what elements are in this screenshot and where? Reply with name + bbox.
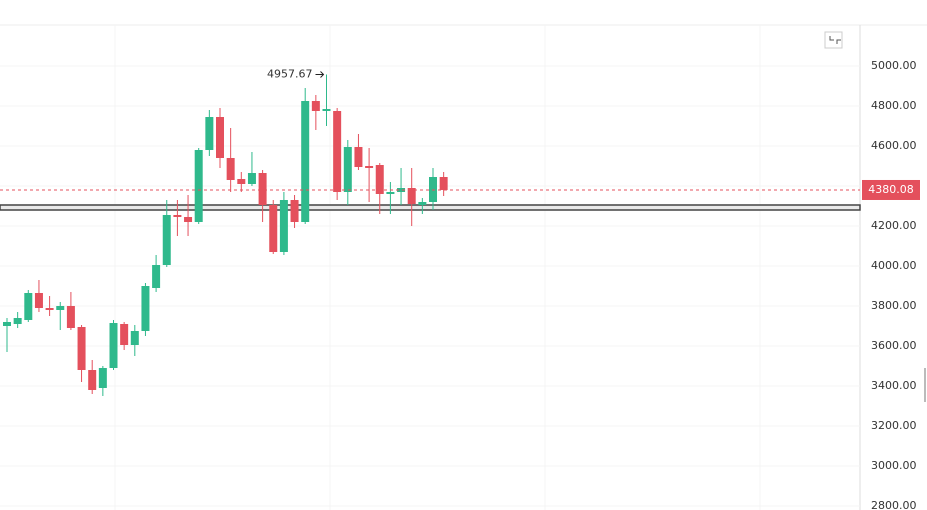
- candle-body: [184, 217, 193, 222]
- high-label: 4957.67: [267, 67, 313, 80]
- y-tick-label: 3200.00: [871, 419, 917, 432]
- candle-body: [34, 293, 43, 308]
- y-tick-label: 4600.00: [871, 139, 917, 152]
- y-tick-label: 3400.00: [871, 379, 917, 392]
- candle-body: [77, 327, 86, 370]
- candle-body: [354, 147, 363, 167]
- candle-body: [269, 205, 278, 252]
- candle-body: [290, 200, 299, 222]
- last-price-box: [862, 179, 920, 200]
- candle-body: [365, 166, 374, 168]
- support-band: [0, 204, 861, 211]
- y-tick-label: 3000.00: [871, 459, 917, 472]
- candle-body: [439, 177, 448, 190]
- candle-body: [258, 173, 267, 205]
- candle-body: [386, 192, 395, 194]
- candle-body: [120, 324, 129, 345]
- y-tick-label: 4800.00: [871, 99, 917, 112]
- high-arrow: [315, 71, 325, 78]
- candle-body: [98, 368, 107, 388]
- y-tick-label: 3800.00: [871, 299, 917, 312]
- candle-body: [216, 117, 224, 158]
- y-tick-label: 4200.00: [871, 219, 917, 232]
- candle-body: [343, 147, 352, 192]
- y-tick-label: 4000.00: [871, 259, 917, 272]
- candle-body: [226, 158, 235, 180]
- candle-body: [205, 117, 214, 150]
- fullscreen-icon[interactable]: [824, 31, 843, 49]
- candle-body: [237, 179, 246, 184]
- candle-body: [173, 215, 182, 217]
- candle-body: [141, 286, 150, 331]
- y-tick-label: 2800.00: [871, 499, 917, 510]
- candle-body: [88, 370, 97, 390]
- candle-body: [322, 109, 331, 111]
- candle-body: [109, 323, 118, 368]
- candle-body: [311, 101, 320, 111]
- candle-body: [418, 202, 427, 205]
- candle-body: [162, 215, 171, 265]
- candle-body: [194, 150, 203, 222]
- candle-body: [152, 265, 161, 288]
- candle-body: [13, 318, 22, 324]
- candle-body: [407, 188, 416, 204]
- candle-body: [333, 111, 342, 192]
- candle-body: [66, 306, 75, 328]
- candle-body: [279, 200, 288, 252]
- candle-body: [130, 331, 139, 345]
- candle-body: [24, 293, 33, 320]
- candle-body: [375, 165, 384, 194]
- candle-body: [301, 101, 310, 222]
- candle-body: [45, 308, 54, 310]
- candle-body: [56, 306, 65, 310]
- candle-body: [247, 173, 256, 184]
- last-price-label: 4380.08: [868, 183, 914, 196]
- candle-body: [397, 188, 406, 192]
- candle-body: [3, 322, 11, 326]
- y-tick-label: 5000.00: [871, 59, 917, 72]
- y-tick-label: 3600.00: [871, 339, 917, 352]
